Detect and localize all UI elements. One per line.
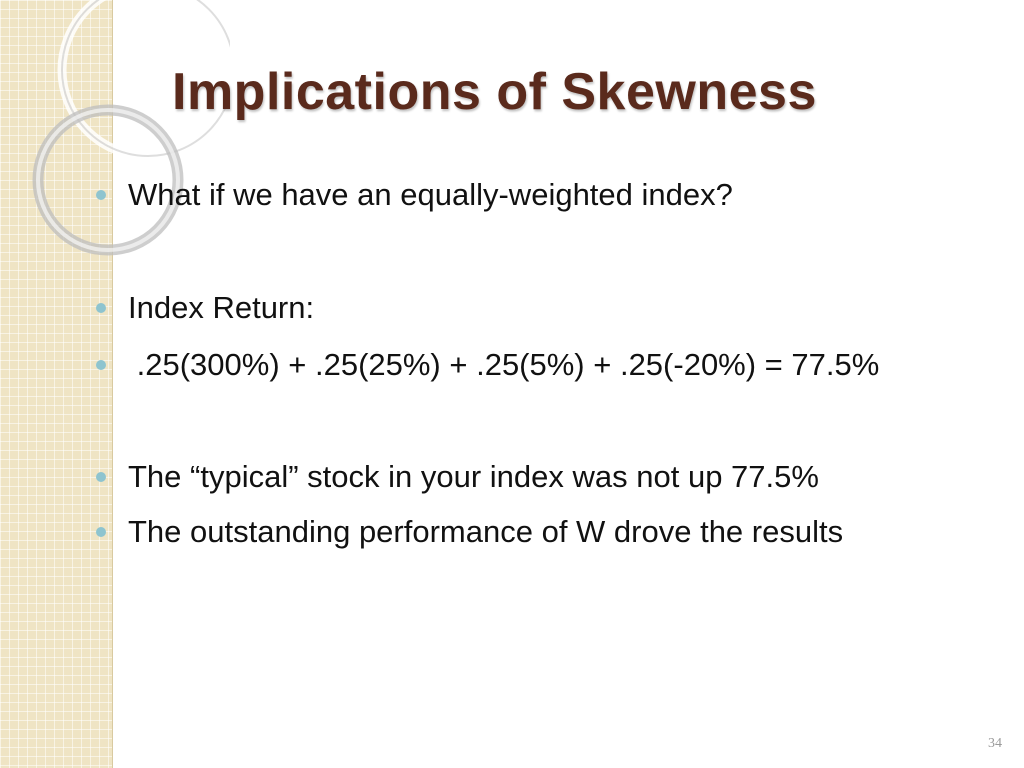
bullet-dot-icon <box>96 190 106 200</box>
bullet-text: .25(300%) + .25(25%) + .25(5%) + .25(-20… <box>128 347 880 382</box>
bullet-dot-icon <box>96 472 106 482</box>
bullet-item: .25(300%) + .25(25%) + .25(5%) + .25(-20… <box>96 340 879 390</box>
bullet-text: The outstanding performance of W drove t… <box>128 514 844 549</box>
page-number: 34 <box>988 736 1002 751</box>
bullet-text: The “typical” stock in your index was no… <box>128 459 819 494</box>
bullet-item: The outstanding performance of W drove t… <box>96 507 843 557</box>
bullet-text: Index Return: <box>128 290 315 325</box>
slide-title: Implications of Skewness <box>172 63 817 121</box>
bullet-dot-icon <box>96 360 106 370</box>
bullet-item: Index Return: <box>96 283 314 333</box>
bullet-dot-icon <box>96 527 106 537</box>
bullet-text: What if we have an equally-weighted inde… <box>128 177 733 212</box>
bullet-item: The “typical” stock in your index was no… <box>96 452 819 502</box>
bullet-dot-icon <box>96 303 106 313</box>
bullet-item: What if we have an equally-weighted inde… <box>96 170 733 220</box>
